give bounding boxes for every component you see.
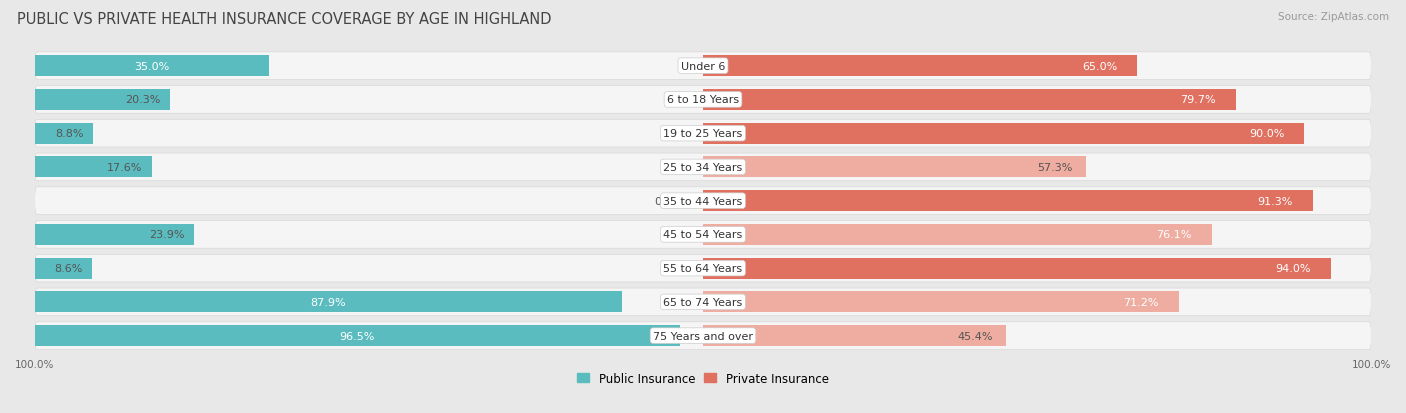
Bar: [35, 123, 93, 144]
FancyBboxPatch shape: [35, 154, 1371, 181]
FancyBboxPatch shape: [35, 221, 1371, 249]
Text: 91.3%: 91.3%: [1258, 196, 1294, 206]
Text: 17.6%: 17.6%: [107, 162, 142, 173]
Bar: [703, 123, 1305, 144]
Bar: [35, 56, 269, 77]
FancyBboxPatch shape: [35, 288, 1371, 316]
FancyBboxPatch shape: [35, 86, 1371, 114]
Text: 75 Years and over: 75 Years and over: [652, 331, 754, 341]
Text: 71.2%: 71.2%: [1123, 297, 1159, 307]
Bar: [35, 258, 93, 279]
Text: 20.3%: 20.3%: [125, 95, 160, 105]
Bar: [703, 292, 1178, 313]
Bar: [703, 258, 1331, 279]
Bar: [35, 292, 621, 313]
Bar: [703, 224, 1212, 245]
Text: 55 to 64 Years: 55 to 64 Years: [664, 263, 742, 273]
Text: Source: ZipAtlas.com: Source: ZipAtlas.com: [1278, 12, 1389, 22]
Bar: [35, 224, 194, 245]
Bar: [35, 325, 679, 346]
Text: 35 to 44 Years: 35 to 44 Years: [664, 196, 742, 206]
Text: 23.9%: 23.9%: [149, 230, 184, 240]
Text: 87.9%: 87.9%: [311, 297, 346, 307]
Text: 0.0%: 0.0%: [655, 196, 683, 206]
Text: 45.4%: 45.4%: [957, 331, 993, 341]
Text: 57.3%: 57.3%: [1038, 162, 1073, 173]
FancyBboxPatch shape: [35, 53, 1371, 80]
Text: 45 to 54 Years: 45 to 54 Years: [664, 230, 742, 240]
Text: 65 to 74 Years: 65 to 74 Years: [664, 297, 742, 307]
Text: PUBLIC VS PRIVATE HEALTH INSURANCE COVERAGE BY AGE IN HIGHLAND: PUBLIC VS PRIVATE HEALTH INSURANCE COVER…: [17, 12, 551, 27]
Text: 19 to 25 Years: 19 to 25 Years: [664, 129, 742, 139]
Text: 25 to 34 Years: 25 to 34 Years: [664, 162, 742, 173]
Text: 96.5%: 96.5%: [339, 331, 375, 341]
Bar: [703, 191, 1313, 211]
Text: 8.6%: 8.6%: [53, 263, 82, 273]
Bar: [703, 325, 1007, 346]
Bar: [703, 157, 1085, 178]
Text: 35.0%: 35.0%: [134, 62, 169, 71]
FancyBboxPatch shape: [35, 120, 1371, 147]
FancyBboxPatch shape: [35, 322, 1371, 350]
Bar: [35, 90, 170, 111]
Text: 6 to 18 Years: 6 to 18 Years: [666, 95, 740, 105]
FancyBboxPatch shape: [35, 188, 1371, 215]
Bar: [703, 90, 1236, 111]
Text: 90.0%: 90.0%: [1249, 129, 1285, 139]
Text: 94.0%: 94.0%: [1275, 263, 1312, 273]
Legend: Public Insurance, Private Insurance: Public Insurance, Private Insurance: [574, 368, 832, 388]
Bar: [703, 56, 1137, 77]
FancyBboxPatch shape: [35, 255, 1371, 282]
Text: 79.7%: 79.7%: [1180, 95, 1216, 105]
Text: Under 6: Under 6: [681, 62, 725, 71]
Bar: [35, 157, 152, 178]
Text: 65.0%: 65.0%: [1083, 62, 1118, 71]
Text: 76.1%: 76.1%: [1156, 230, 1191, 240]
Text: 8.8%: 8.8%: [55, 129, 83, 139]
